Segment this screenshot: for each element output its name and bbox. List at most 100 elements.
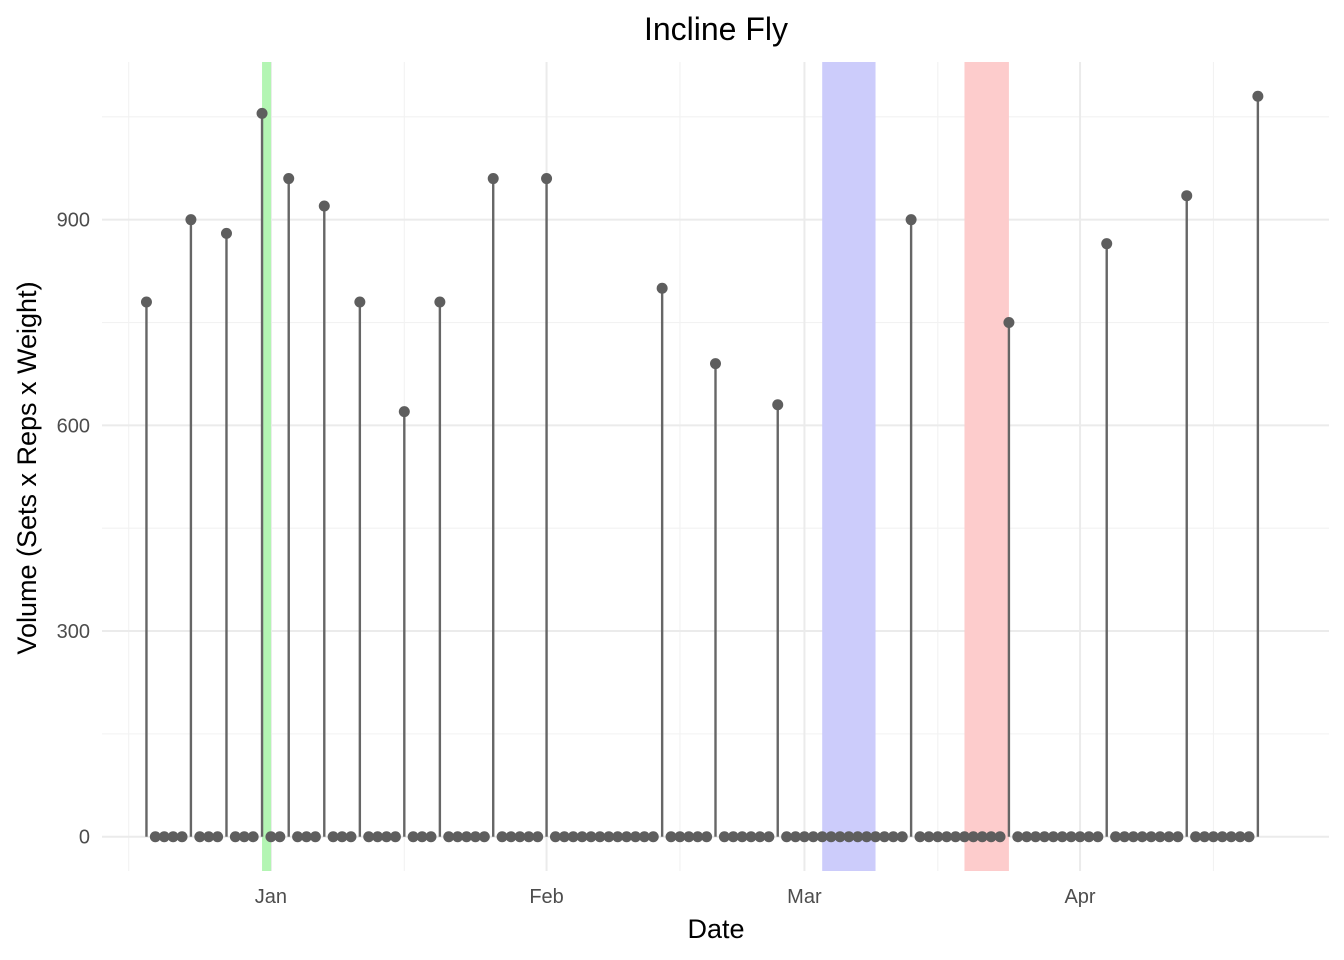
data-point [389,831,401,843]
y-axis-title: Volume (Sets x Reps x Weight) [12,281,42,654]
data-point [140,296,152,308]
data-point [701,831,713,843]
data-point [1119,831,1130,843]
data-point [1030,831,1042,843]
data-point [523,831,535,843]
lollipop-points [140,90,1264,843]
data-point [1101,238,1113,250]
data-point [1038,831,1050,843]
data-point [149,831,161,843]
data-point [461,831,473,843]
x-tick-label: Feb [529,886,563,908]
data-point [425,831,437,843]
data-point [1243,831,1255,843]
x-tick-label: Mar [787,886,822,908]
data-point [1190,831,1202,843]
data-point [843,831,855,843]
data-point [309,831,321,843]
data-point [487,173,499,185]
data-point [398,406,410,418]
data-point [505,831,517,843]
data-point [407,831,419,843]
data-point [1127,831,1139,843]
data-point [870,831,882,843]
data-point [683,831,695,843]
x-tick-label: Apr [1064,886,1095,908]
data-point [816,831,828,843]
data-point [1003,317,1015,329]
data-point [301,831,312,843]
data-point [790,831,802,843]
data-point [274,831,286,843]
data-point [185,214,197,226]
data-point [1154,831,1166,843]
data-point [1083,831,1095,843]
data-point [798,831,810,843]
data-point [807,831,819,843]
data-point [941,831,953,843]
data-point [203,831,215,843]
data-point [1056,831,1068,843]
data-point [878,831,890,843]
data-point [967,831,979,843]
y-axis-tick-labels: 0 300 600 900 [57,210,90,849]
data-point [354,296,366,308]
data-point [283,173,295,185]
data-point [825,831,837,843]
data-point [852,831,864,843]
data-point [736,831,748,843]
data-point [158,831,170,843]
data-point [638,831,650,843]
highlight-band [822,62,876,871]
data-point [1216,831,1228,843]
highlight-bands [262,62,1009,871]
data-point [603,831,615,843]
data-point [336,831,348,843]
data-point [772,399,784,411]
data-point [514,831,526,843]
data-point [612,831,624,843]
data-point [1065,831,1077,843]
data-point [434,296,446,308]
data-point [541,173,553,185]
data-point [621,831,633,843]
data-point [710,358,721,370]
data-point [549,831,561,843]
x-axis-tick-labels: Jan Feb Mar Apr [255,886,1096,908]
data-point [176,831,188,843]
y-tick-label: 600 [57,415,90,437]
x-tick-label: Jan [255,886,287,908]
data-point [345,831,357,843]
data-point [1225,831,1237,843]
data-point [1252,90,1264,102]
data-point [950,831,962,843]
highlight-band [964,62,1009,871]
data-point [220,227,232,239]
data-point [896,831,908,843]
data-point [1234,831,1246,843]
data-point [976,831,988,843]
data-point [647,831,659,843]
data-point [754,831,766,843]
data-point [594,831,606,843]
data-point [327,831,339,843]
data-point [1110,831,1122,843]
y-tick-label: 300 [57,621,90,643]
data-point [256,107,268,119]
data-point [1199,831,1211,843]
data-point [558,831,570,843]
data-point [692,831,704,843]
data-point [763,831,775,843]
data-point [229,831,241,843]
data-point [994,831,1006,843]
data-point [363,831,375,843]
data-point [576,831,588,843]
data-point [1092,831,1104,843]
data-point [914,831,926,843]
data-point [905,214,917,226]
data-point [861,831,873,843]
data-point [567,831,579,843]
data-point [745,831,757,843]
data-point [381,831,393,843]
data-point [167,831,179,843]
